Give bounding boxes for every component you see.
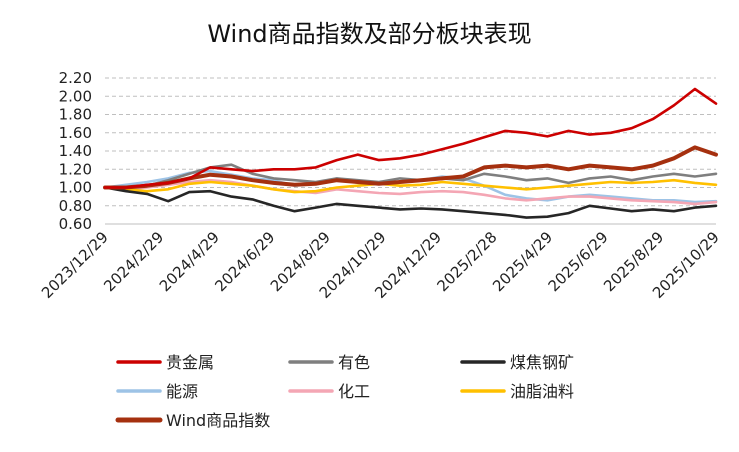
gridlines [105, 77, 716, 225]
y-tick-label: 0.80 [59, 197, 92, 215]
y-tick-label: 1.80 [59, 106, 92, 124]
legend-label: 贵金属 [166, 353, 214, 372]
y-tick-label: 2.20 [59, 69, 92, 87]
y-tick-label: 1.20 [59, 160, 92, 178]
chart-title: Wind商品指数及部分板块表现 [207, 20, 532, 48]
legend-label: 油脂油料 [510, 382, 574, 401]
x-axis-ticks: 2023/12/292024/2/292024/4/292024/6/29202… [38, 228, 723, 302]
series-line-7 [103, 145, 718, 190]
series-line-5 [103, 178, 718, 206]
legend-label: 化工 [338, 382, 370, 401]
legend-label: Wind商品指数 [166, 411, 270, 430]
y-axis-ticks: 2.202.001.801.601.401.201.000.800.60 [59, 69, 92, 233]
y-tick-label: 1.40 [59, 142, 92, 160]
legend-label: 能源 [166, 382, 198, 401]
y-tick-label: 1.60 [59, 124, 92, 142]
x-tick-label: 2023/12/29 [38, 228, 112, 302]
y-tick-label: 1.00 [59, 179, 92, 197]
legend-label: 煤焦钢矿 [510, 353, 574, 372]
series-line-1 [103, 87, 718, 189]
series-line-3 [103, 186, 718, 219]
series-lines [103, 87, 718, 219]
y-tick-label: 2.00 [59, 87, 92, 105]
legend-label: 有色 [338, 353, 370, 372]
series-line-6 [103, 178, 718, 194]
y-tick-label: 0.60 [59, 215, 92, 233]
